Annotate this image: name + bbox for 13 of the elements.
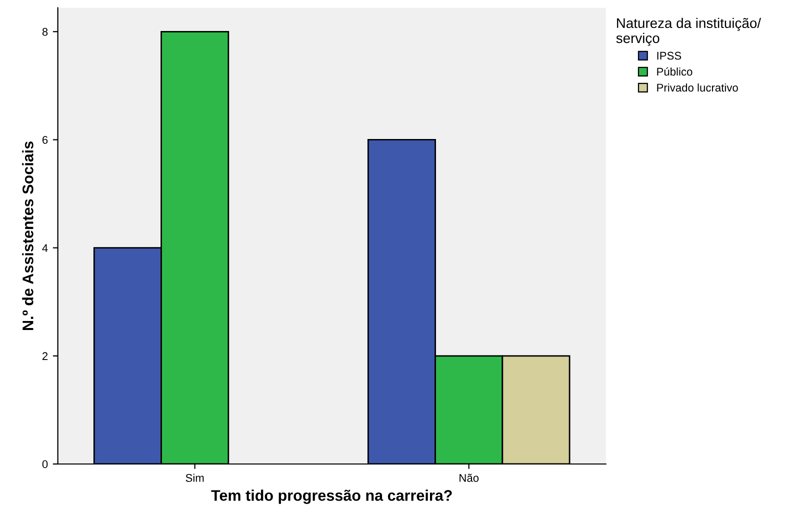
y-tick-label: 2 (42, 352, 48, 360)
y-tick-label: 8 (42, 28, 48, 36)
y-tick-label: 6 (42, 136, 48, 144)
legend-label: IPSS (657, 52, 682, 60)
y-tick-label: 4 (42, 244, 48, 252)
x-tick-label: Não (460, 474, 479, 482)
legend-label: Privado lucrativo (657, 83, 738, 92)
legend-title: Natureza da instituição/ serviço (616, 18, 762, 46)
y-axis-title: N.º de Assistentes Sociais (22, 141, 34, 330)
y-tick-label: 0 (42, 460, 48, 468)
x-axis-title: Tem tido progressão na carreira? (211, 490, 452, 504)
legend-label: Público (657, 67, 692, 76)
x-tick-label: Sim (186, 474, 204, 482)
